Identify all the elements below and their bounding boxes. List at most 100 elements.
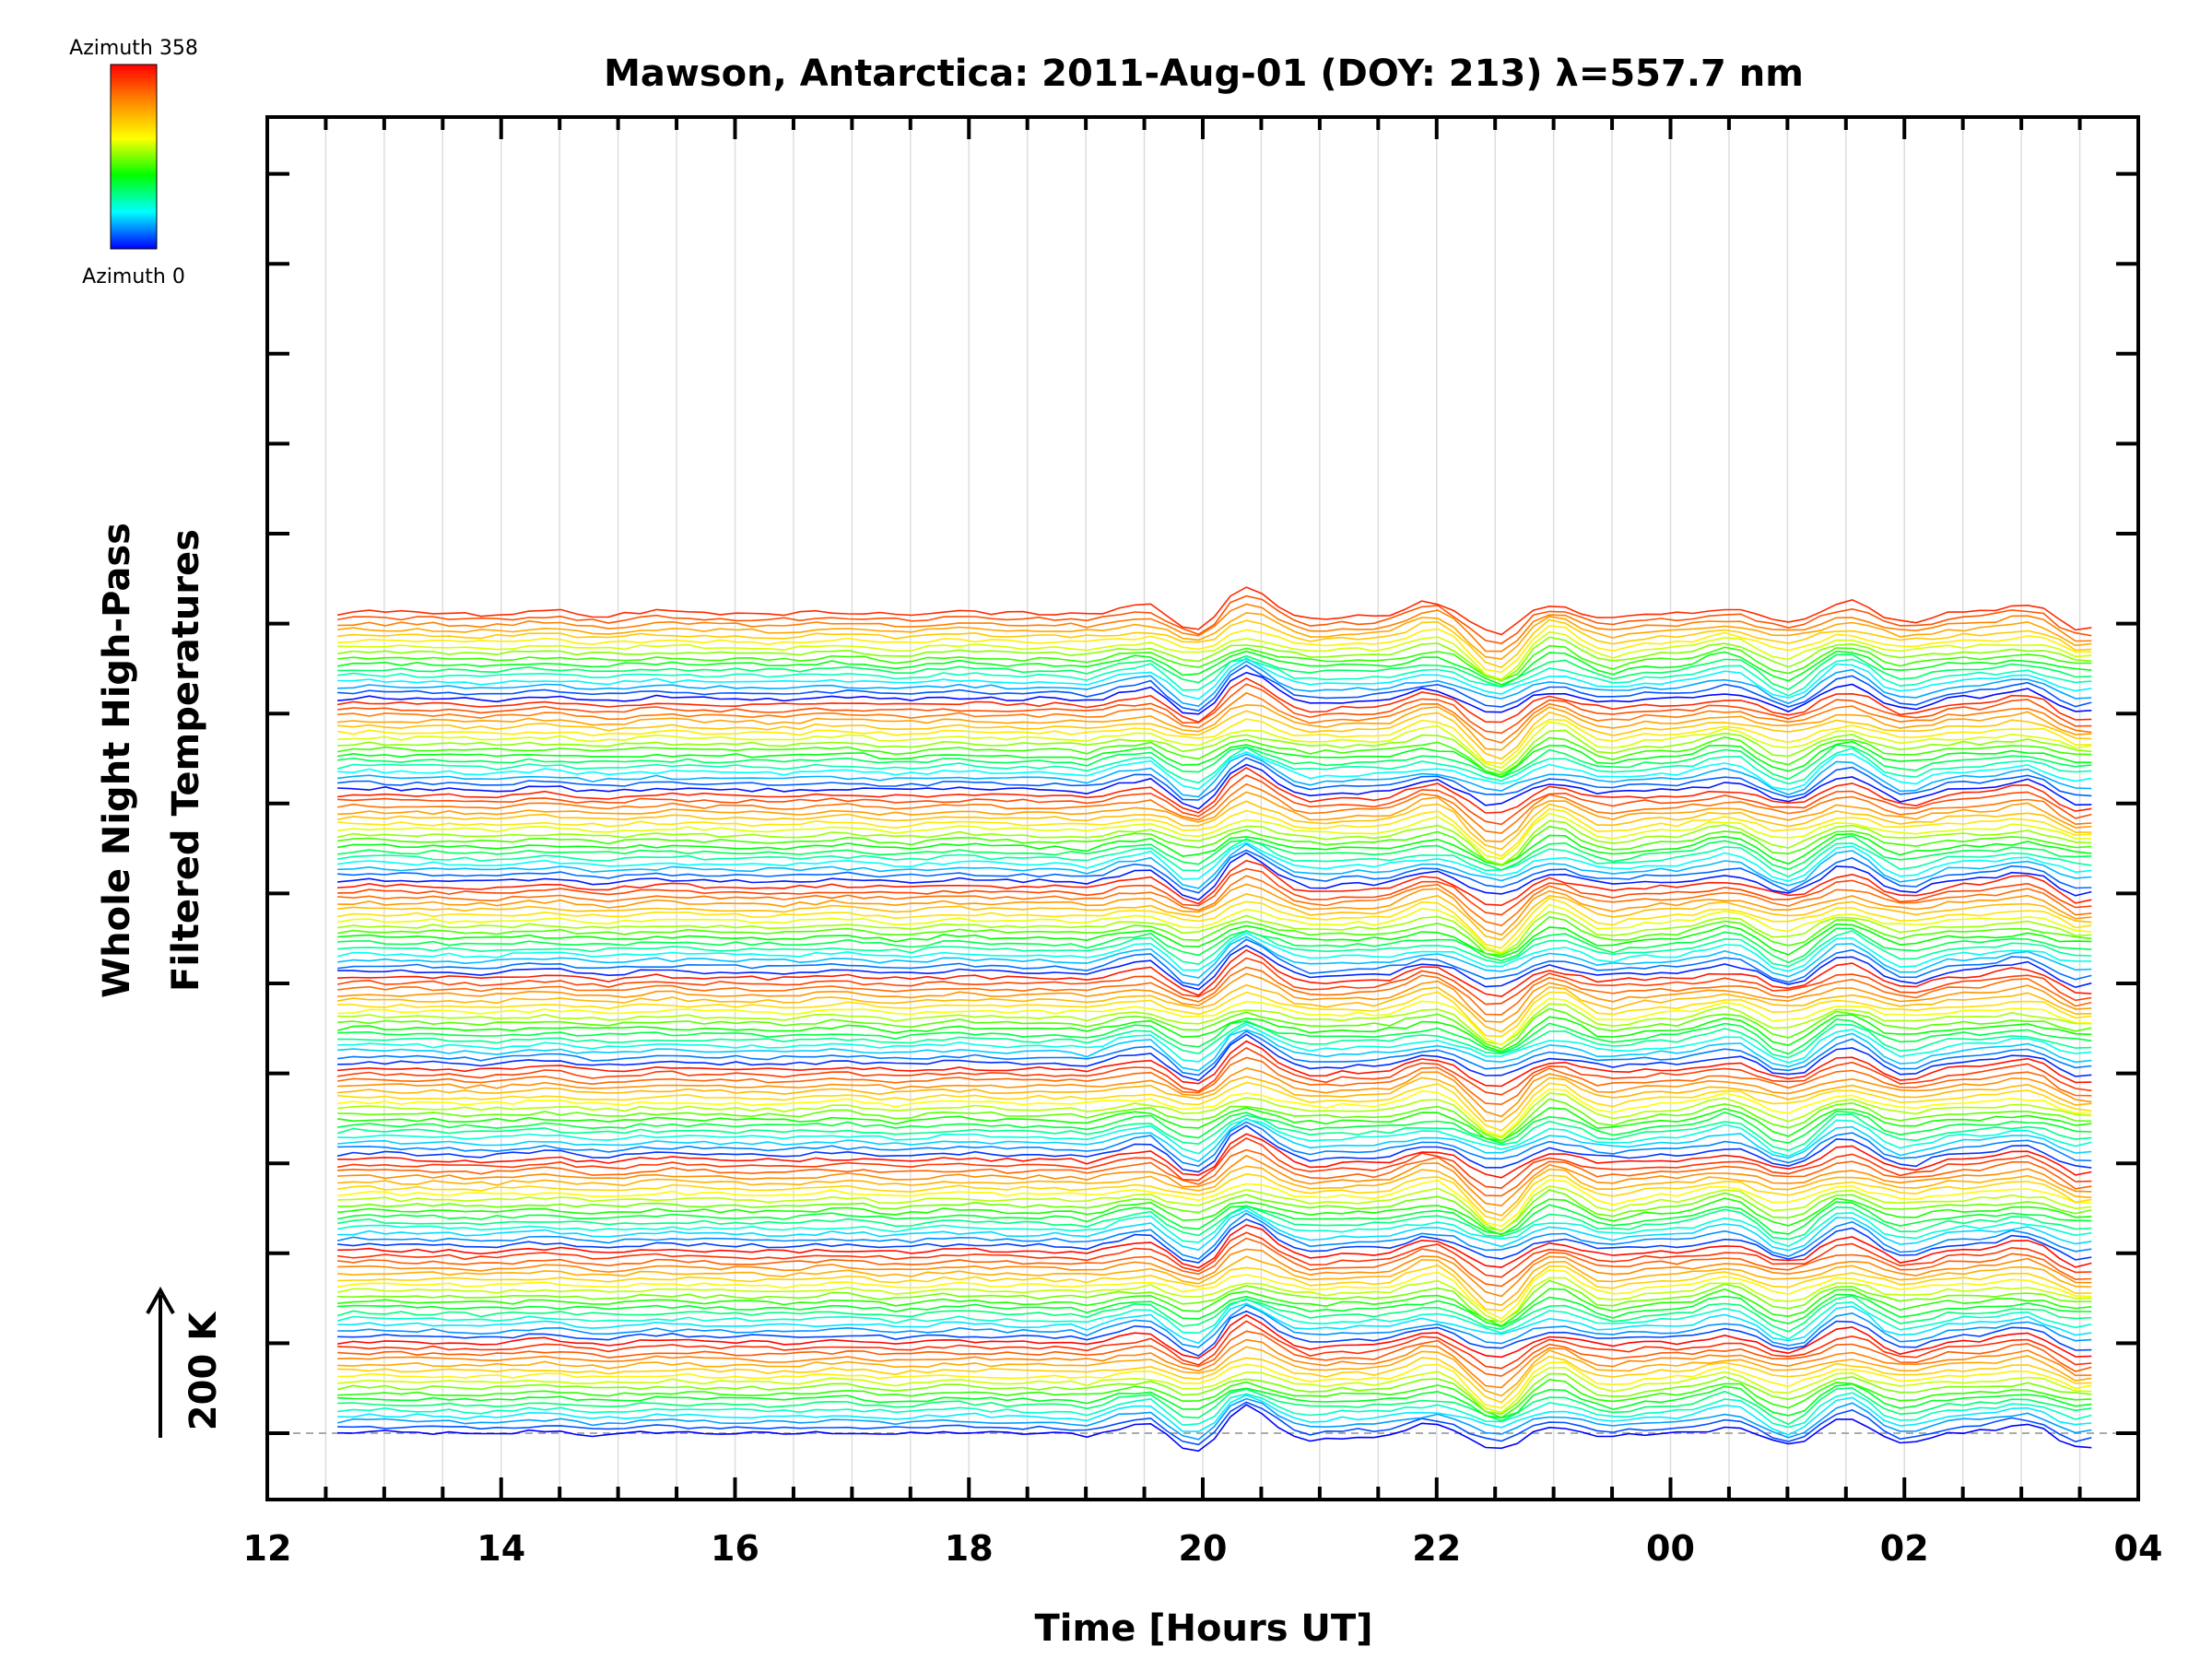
series-line bbox=[337, 630, 2092, 680]
x-tick-label: 12 bbox=[243, 1528, 292, 1569]
series-line bbox=[337, 842, 2092, 889]
series-line bbox=[336, 838, 2092, 878]
series-line bbox=[337, 1023, 2092, 1064]
series-line bbox=[337, 1121, 2092, 1168]
x-tick-label: 02 bbox=[1880, 1528, 1929, 1569]
series-line bbox=[336, 812, 2092, 860]
series-line bbox=[336, 1179, 2092, 1228]
series-line bbox=[336, 1046, 2092, 1096]
series-line bbox=[337, 774, 2092, 826]
plot-area: 12 14 16 18 20 22 00 02 04 bbox=[243, 115, 2163, 1569]
series-line bbox=[337, 683, 2092, 735]
y-axis-label-line2: Filtered Temperatures bbox=[165, 529, 207, 992]
series-line bbox=[337, 767, 2092, 814]
series-line bbox=[337, 1302, 2092, 1345]
series-line bbox=[336, 1030, 2092, 1077]
series-line bbox=[337, 664, 2092, 712]
series-line bbox=[337, 1007, 2092, 1050]
series-line bbox=[337, 1029, 2092, 1072]
x-tick-label: 22 bbox=[1412, 1528, 1461, 1569]
series-line bbox=[337, 618, 2092, 668]
series-line bbox=[336, 1313, 2092, 1359]
scale-label: 200 K bbox=[182, 1311, 225, 1430]
series-line bbox=[336, 911, 2092, 955]
series-line bbox=[337, 671, 2092, 715]
y-axis-label-line1: Whole Night High-Pass bbox=[96, 523, 138, 998]
series-line bbox=[336, 897, 2092, 949]
series-line bbox=[337, 938, 2092, 986]
x-tick-label: 14 bbox=[477, 1528, 525, 1569]
series-line bbox=[337, 1361, 2092, 1409]
series-line bbox=[337, 1404, 2092, 1453]
series-line bbox=[336, 1277, 2092, 1324]
x-tick-labels: 12 14 16 18 20 22 00 02 04 bbox=[243, 1528, 2163, 1569]
series-line bbox=[337, 1330, 2092, 1377]
series-line bbox=[336, 825, 2092, 866]
series-line bbox=[336, 1212, 2092, 1260]
series-line bbox=[337, 948, 2092, 998]
series-line bbox=[336, 636, 2092, 682]
series-line bbox=[336, 1392, 2092, 1429]
series-line bbox=[337, 744, 2092, 781]
series-line bbox=[336, 1372, 2092, 1416]
series-line bbox=[336, 1124, 2092, 1173]
series-line bbox=[337, 757, 2092, 801]
series-line bbox=[337, 1224, 2092, 1269]
series-line bbox=[337, 1197, 2092, 1236]
series-line bbox=[337, 807, 2092, 857]
series-line bbox=[337, 875, 2092, 927]
series-line bbox=[337, 972, 2092, 1023]
series-line bbox=[336, 1088, 2092, 1137]
x-tick-label: 04 bbox=[2114, 1528, 2163, 1569]
series-line bbox=[336, 586, 2092, 636]
series-line bbox=[337, 883, 2092, 936]
grid bbox=[324, 117, 2081, 1500]
series-line bbox=[336, 903, 2092, 954]
series-line bbox=[336, 841, 2092, 882]
series-line bbox=[337, 1184, 2092, 1232]
y-axis-label: Whole Night High-Pass Filtered Temperatu… bbox=[96, 523, 207, 998]
series-line bbox=[336, 983, 2092, 1033]
series-line bbox=[337, 763, 2092, 810]
series-line bbox=[337, 703, 2092, 751]
series-line bbox=[336, 935, 2092, 979]
series-line bbox=[337, 1310, 2092, 1358]
series-line bbox=[337, 1355, 2092, 1404]
series-line bbox=[336, 957, 2092, 1006]
series-line bbox=[336, 1295, 2092, 1333]
series-line bbox=[337, 729, 2092, 774]
series-group bbox=[336, 586, 2092, 1453]
series-line bbox=[337, 753, 2092, 798]
x-axis-label: Time [Hours UT] bbox=[1035, 1607, 1373, 1650]
series-line bbox=[337, 1092, 2092, 1139]
series-line bbox=[337, 1255, 2092, 1307]
series-line bbox=[336, 1172, 2092, 1221]
series-line bbox=[337, 1018, 2092, 1055]
series-line bbox=[337, 1165, 2092, 1217]
series-line bbox=[337, 1189, 2092, 1232]
series-line bbox=[337, 1378, 2092, 1418]
series-line bbox=[337, 1133, 2092, 1179]
series-line bbox=[337, 1118, 2092, 1158]
series-line bbox=[336, 800, 2092, 851]
series-line bbox=[337, 859, 2092, 907]
series-line bbox=[337, 835, 2092, 871]
series-line bbox=[337, 1401, 2092, 1446]
series-line bbox=[337, 653, 2092, 690]
series-line bbox=[337, 867, 2092, 916]
series-line bbox=[336, 782, 2092, 834]
series-line bbox=[337, 657, 2092, 700]
x-tick-label: 00 bbox=[1646, 1528, 1695, 1569]
series-line bbox=[337, 1154, 2092, 1207]
series-line bbox=[337, 966, 2092, 1016]
series-line bbox=[336, 1201, 2092, 1235]
series-line bbox=[337, 1218, 2092, 1264]
series-line bbox=[337, 791, 2092, 843]
series-line bbox=[337, 1367, 2092, 1414]
series-line bbox=[337, 644, 2092, 682]
series-line bbox=[337, 849, 2092, 894]
x-tick-label: 18 bbox=[945, 1528, 994, 1569]
series-line bbox=[336, 832, 2092, 866]
series-line bbox=[337, 1021, 2092, 1059]
